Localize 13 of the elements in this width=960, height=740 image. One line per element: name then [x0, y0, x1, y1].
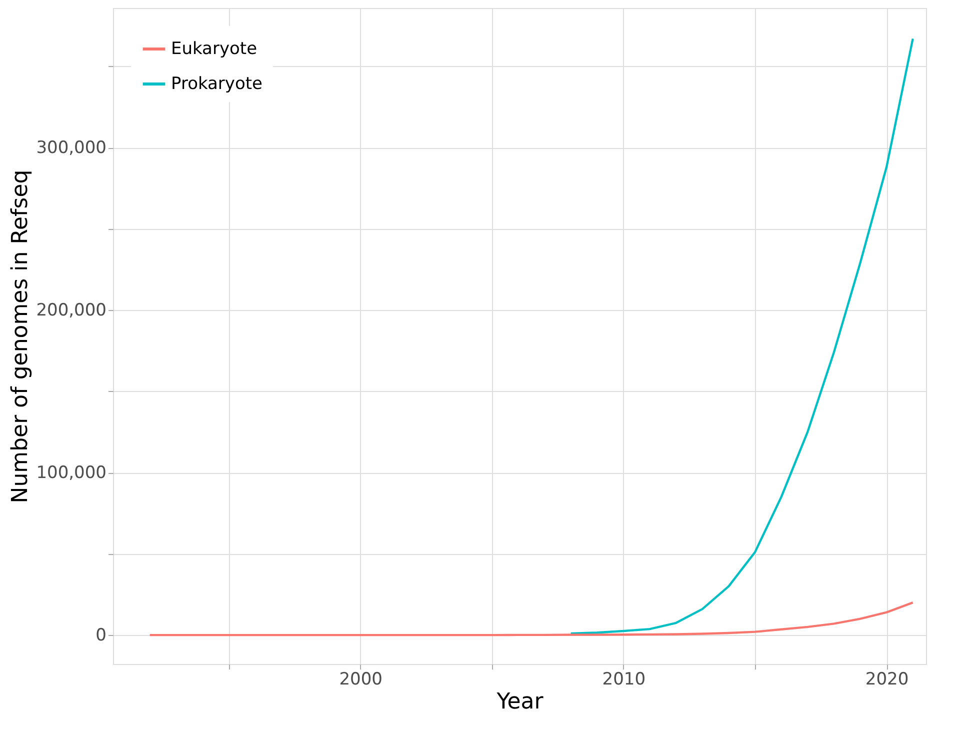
x-axis-title: Year	[496, 690, 544, 714]
y-axis-title: Number of genomes in Refseq	[8, 170, 34, 504]
y-tick-label: 0	[96, 626, 106, 646]
legend-label: Prokaryote	[171, 74, 263, 94]
x-tick-label: 2010	[602, 670, 646, 690]
line-series	[570, 38, 914, 635]
line-series	[148, 601, 914, 636]
x-tick-label: 2000	[339, 670, 382, 690]
legend-label: Eukaryote	[171, 39, 258, 59]
y-tick-label: 300,000	[36, 138, 106, 158]
y-tick-label: 100,000	[36, 463, 106, 484]
x-tick-label: 2020	[865, 670, 909, 690]
y-tick-label: 200,000	[36, 300, 106, 321]
